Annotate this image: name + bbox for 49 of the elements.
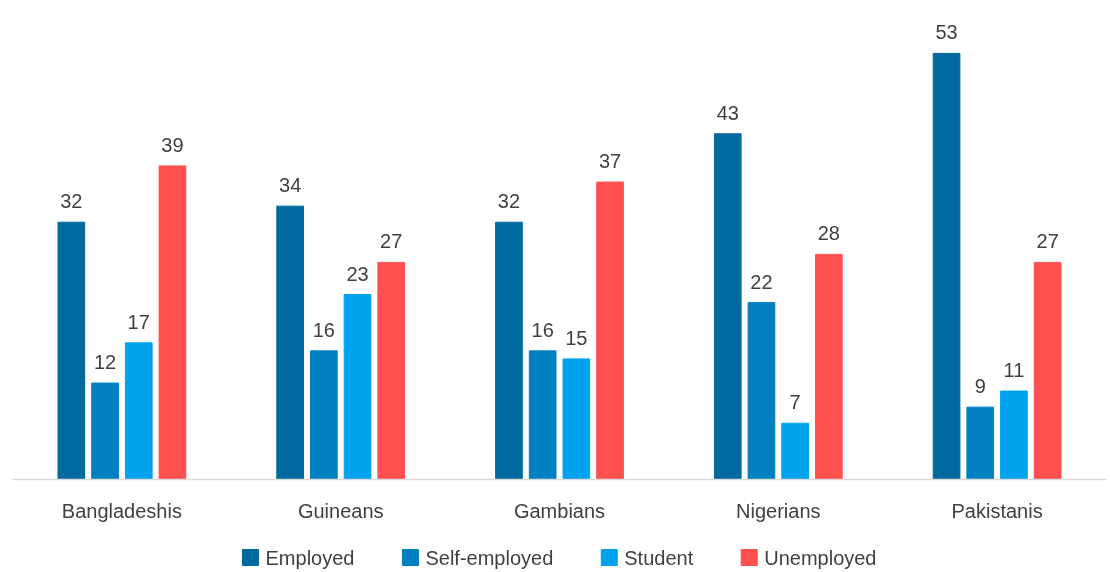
data-label: 16 [312,318,335,341]
bar [158,165,187,480]
bar [1000,390,1028,480]
bar [124,342,153,480]
data-label: 27 [1036,230,1059,253]
data-label: 32 [60,190,83,213]
data-label: 15 [565,326,588,349]
legend-label: Unemployed [764,546,877,569]
data-label: 9 [974,375,986,398]
bar [596,181,624,480]
bar [747,302,776,480]
x-tick-label: Pakistanis [951,499,1043,522]
data-label: 34 [279,174,302,197]
bar [343,294,372,480]
bar [781,422,809,480]
bar [495,221,523,480]
data-label: 37 [598,150,622,173]
x-tick-label: Nigerians [736,499,821,522]
data-label: 22 [750,270,773,293]
legend-label: Self-employed [425,546,554,569]
data-label: 43 [716,101,739,124]
bar [276,205,304,480]
bar [713,133,742,480]
legend-label: Employed [265,546,355,569]
legend-label: Student [624,546,694,569]
data-label: 11 [1003,359,1025,382]
x-tick-label: Guineans [297,499,384,522]
bar [310,350,338,480]
bar [815,253,843,480]
data-label: 28 [817,222,840,245]
bar [932,52,961,480]
data-label: 27 [380,230,403,253]
x-tick-label: Bangladeshis [61,499,182,522]
data-label: 32 [497,190,521,213]
data-label: 17 [127,310,150,333]
data-label: 12 [93,351,117,374]
bar [966,406,995,480]
bar [91,382,119,480]
bar [57,221,86,480]
data-label: 39 [161,133,184,156]
bar [377,261,406,480]
data-label: 53 [935,21,958,44]
data-label: 16 [531,318,554,341]
data-label: 23 [346,262,369,285]
bar [562,358,591,480]
bar [1033,261,1062,480]
x-tick-label: Gambians [513,499,606,522]
bar [528,350,557,480]
data-label: 7 [789,391,801,414]
